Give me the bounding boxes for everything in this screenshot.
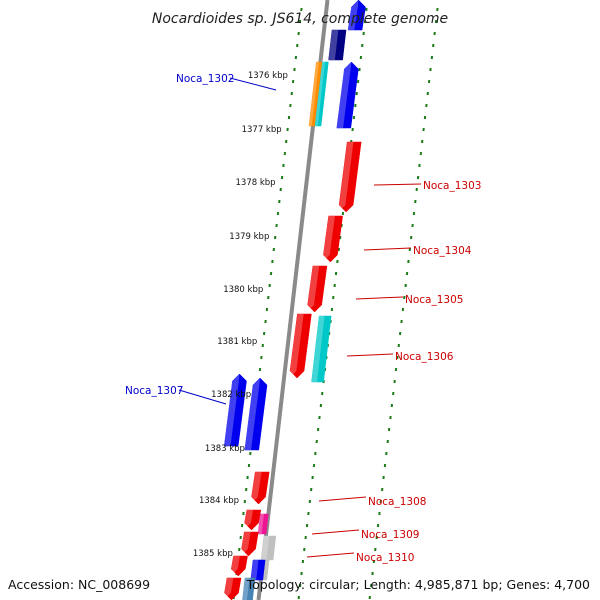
gene-feature[interactable] [329, 61, 359, 129]
gene-label-text: Noca_1303 [423, 180, 481, 192]
leader-line [355, 296, 404, 300]
gene-feature[interactable] [250, 559, 266, 581]
gene-label[interactable]: Noca_1304 [363, 245, 472, 257]
gene-label[interactable]: Noca_1305 [355, 294, 463, 306]
gene-feature[interactable] [338, 141, 362, 213]
gene-feature[interactable] [340, 0, 366, 31]
gene-label[interactable]: Noca_1303 [373, 180, 481, 192]
gene-feature[interactable] [242, 577, 256, 600]
gene-label-text: Noca_1307 [125, 385, 183, 397]
kbp-label: 1382 kbp [211, 390, 251, 400]
leader-line [306, 552, 355, 558]
kbp-label: 1378 kbp [236, 178, 276, 188]
gene-feature[interactable] [216, 373, 247, 447]
gene-label-text: Noca_1309 [361, 529, 419, 541]
tick-track [368, 7, 439, 600]
leader-line [318, 496, 367, 502]
gene-label[interactable]: Noca_1308 [318, 496, 426, 508]
gene-feature[interactable] [260, 535, 277, 561]
gene-label[interactable]: Noca_1302 [176, 73, 277, 91]
gene-label-text: Noca_1306 [395, 351, 454, 363]
tick-tracks [232, 7, 439, 600]
gene-label-text: Noca_1302 [176, 73, 234, 85]
gene-feature[interactable] [237, 377, 268, 451]
accession-text: Accession: NC_008699 [8, 577, 151, 592]
gene-feature[interactable] [223, 577, 242, 600]
gene-feature[interactable] [328, 29, 347, 61]
map-title: Nocardioides sp. JS614, complete genome [152, 11, 448, 27]
gene-feature[interactable] [257, 513, 269, 535]
gene-label-text: Noca_1310 [356, 552, 414, 564]
leader-line [178, 389, 227, 405]
leader-line [346, 353, 394, 357]
kbp-label: 1381 kbp [217, 337, 257, 347]
gene-label-text: Noca_1304 [413, 245, 472, 257]
kbp-label: 1383 kbp [205, 444, 245, 454]
topology-text: Topology: circular; Length: 4,985,871 bp… [246, 577, 590, 592]
leader-line [311, 529, 360, 535]
kbp-label: 1380 kbp [223, 285, 263, 295]
gene-feature[interactable] [243, 509, 262, 531]
gene-features [216, 0, 366, 600]
gene-feature[interactable] [289, 313, 312, 379]
gene-label[interactable]: Noca_1309 [311, 529, 419, 541]
leader-line [373, 183, 422, 186]
kbp-label: 1376 kbp [248, 71, 288, 81]
gene-feature[interactable] [250, 471, 270, 505]
gene-feature[interactable] [314, 61, 329, 127]
gene-label-text: Noca_1305 [405, 294, 463, 306]
gene-feature[interactable] [230, 555, 248, 577]
kbp-label: 1379 kbp [229, 232, 269, 242]
gene-feature[interactable] [306, 265, 328, 313]
gene-label[interactable]: Noca_1310 [306, 552, 414, 564]
gene-feature[interactable] [322, 215, 343, 263]
gene-feature[interactable] [240, 531, 259, 557]
kbp-label: 1385 kbp [193, 549, 233, 559]
gene-label-text: Noca_1308 [368, 496, 426, 508]
leader-line [229, 77, 277, 91]
gene-label[interactable]: Noca_1307 [125, 385, 227, 405]
gene-labels: Noca_1302 Noca_1303 Noca_1304 Noca_1305 Noca… [125, 73, 481, 564]
kbp-scale: 1376 kbp 1377 kbp 1378 kbp 1379 kbp 1380 kbp… [193, 71, 288, 559]
leader-line [363, 247, 412, 251]
kbp-label: 1384 kbp [199, 496, 239, 506]
kbp-label: 1377 kbp [242, 125, 282, 135]
gene-label[interactable]: Noca_1306 [346, 351, 454, 363]
gene-feature[interactable] [311, 315, 332, 383]
